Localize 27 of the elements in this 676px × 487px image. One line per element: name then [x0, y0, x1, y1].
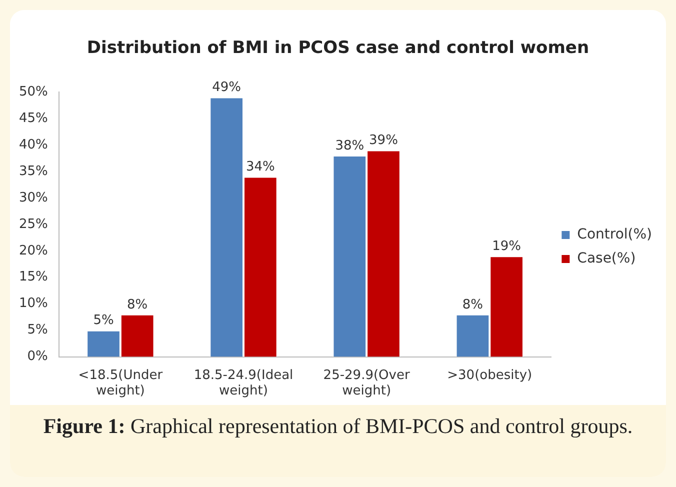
x-tick-label: 25-29.9(Over weight) [323, 368, 410, 399]
y-tick-label: 10% [18, 296, 48, 312]
legend-label: Case(%) [577, 250, 636, 267]
y-tick-label: 45% [18, 110, 48, 126]
data-label: 8% [462, 297, 484, 312]
data-label: 39% [369, 133, 398, 148]
legend-label: Control(%) [577, 226, 652, 243]
y-tick-label: 15% [18, 270, 48, 285]
x-tick-label: 18.5-24.9(Ideal weight) [194, 368, 294, 399]
data-label: 49% [212, 80, 242, 96]
data-label: 34% [246, 160, 275, 175]
y-tick-label: 20% [18, 243, 48, 258]
y-tick-label: 0% [27, 349, 48, 364]
x-tick-label: <18.5(Under weight) [78, 368, 164, 399]
data-label: 38% [335, 138, 364, 154]
y-tick-label: 50% [18, 84, 48, 100]
data-label: 19% [492, 239, 522, 254]
data-label: 8% [127, 297, 148, 312]
y-tick-label: 5% [27, 322, 48, 338]
chart-title: Distribution of BMI in PCOS case and control women [86, 38, 590, 58]
y-tick-label: 25% [18, 216, 48, 232]
y-tick-label: 40% [18, 137, 48, 152]
y-tick-label: 35% [18, 164, 48, 179]
caption: Figure 1: Graphical representation of BMI-PCOS and control groups. [42, 413, 634, 440]
x-tick-label: >30(obesity) [447, 368, 532, 383]
data-label: 5% [93, 313, 114, 328]
y-tick-label: 30% [18, 190, 48, 206]
